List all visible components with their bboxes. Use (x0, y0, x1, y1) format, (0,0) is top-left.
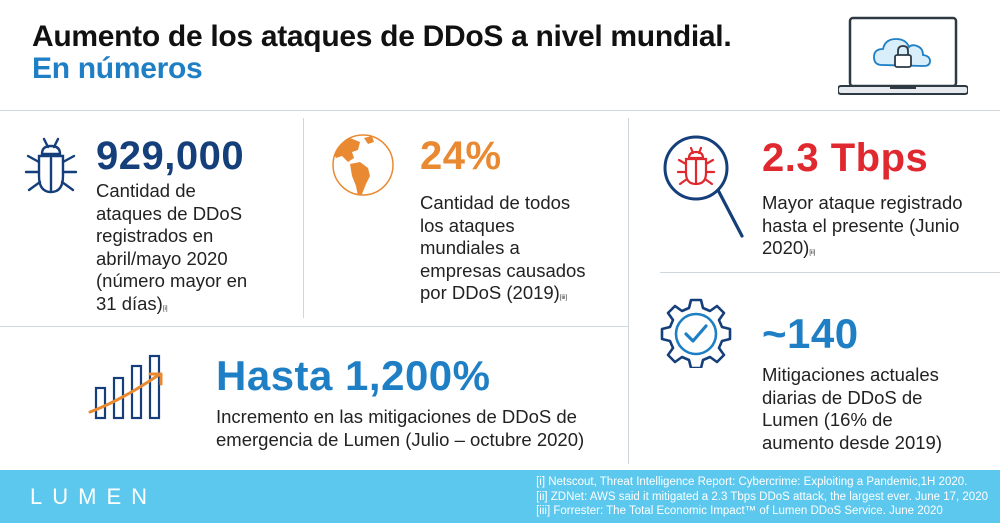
desc-line: aumento desde 2019) (762, 431, 942, 453)
lumen-logo: LUMEN (30, 484, 158, 509)
bug-icon (24, 137, 78, 194)
reference-marker: [ii] (809, 250, 816, 256)
reference-item: [i] Netscout, Threat Intelligence Report… (536, 476, 968, 488)
stat-value-attacks: 929,000 (96, 134, 245, 178)
bug-magnifier-icon (663, 135, 744, 238)
desc-line: hasta el presente (Junio (762, 214, 960, 236)
desc-line: mundiales a (420, 237, 520, 258)
stat-desc-daily-mitigations: Mitigaciones actuales diarias de DDoS de… (762, 364, 942, 454)
footer-references: [i] Netscout, Threat Intelligence Report… (536, 475, 988, 519)
globe-americas-icon (332, 134, 394, 196)
desc-line: 2020) (762, 237, 810, 258)
desc-line: empresas causados (420, 259, 586, 281)
desc-line: registrados en (96, 225, 214, 246)
stat-value-daily-mitigations: ~140 (762, 310, 859, 357)
desc-line: Mayor ataque registrado (762, 192, 963, 213)
header-divider (0, 110, 1000, 111)
laptop-cloud-lock-icon (838, 16, 968, 95)
gear-check-icon (660, 298, 732, 368)
reference-item: [iii] Forrester: The Total Economic Impa… (536, 505, 943, 517)
column-divider-1 (303, 118, 304, 318)
stat-desc-mitigation-increase: Incremento en las mitigaciones de DDoS d… (216, 406, 584, 451)
desc-line: (número mayor en (96, 270, 248, 291)
growth-chart-icon (88, 354, 163, 420)
desc-line: Mitigaciones actuales (762, 364, 939, 385)
desc-line: los ataques (420, 214, 515, 236)
desc-line: Lumen (16% de (762, 409, 893, 430)
column-divider-2 (628, 118, 629, 464)
desc-line: abril/mayo 2020 (96, 247, 228, 269)
row-divider-left (0, 326, 628, 327)
stat-value-mitigation-increase: Hasta 1,200% (216, 352, 491, 399)
desc-line: Cantidad de (96, 180, 196, 201)
stat-value-share: 24% (420, 134, 502, 178)
stat-desc-share: Cantidad de todos los ataques mundiales … (420, 192, 586, 310)
desc-line: emergencia de Lumen (Julio – octubre 202… (216, 428, 585, 450)
desc-line: ataques de DDoS (96, 202, 243, 224)
desc-line: Incremento en las mitigaciones de DDoS d… (216, 406, 577, 427)
page-subtitle: En números (32, 52, 203, 85)
stat-desc-attacks: Cantidad de ataques de DDoS registrados … (96, 180, 247, 320)
stat-value-largest-attack: 2.3 Tbps (762, 136, 929, 180)
reference-marker: [i] (162, 305, 168, 312)
reference-item: [ii] ZDNet: AWS said it mitigated a 2.3 … (536, 490, 988, 503)
reference-marker: [iii] (559, 295, 568, 301)
desc-line: 31 días) (96, 292, 163, 314)
footer-bar: LUMEN [i] Netscout, Threat Intelligence … (0, 470, 1000, 523)
desc-line: Cantidad de todos (420, 192, 571, 213)
desc-line: diarias de DDoS de (762, 386, 923, 408)
page-title: Aumento de los ataques de DDoS a nivel m… (32, 20, 732, 53)
row-divider-right (660, 272, 1000, 273)
desc-line: por DDoS (2019) (420, 282, 560, 303)
stat-desc-largest-attack: Mayor ataque registrado hasta el present… (762, 192, 963, 265)
